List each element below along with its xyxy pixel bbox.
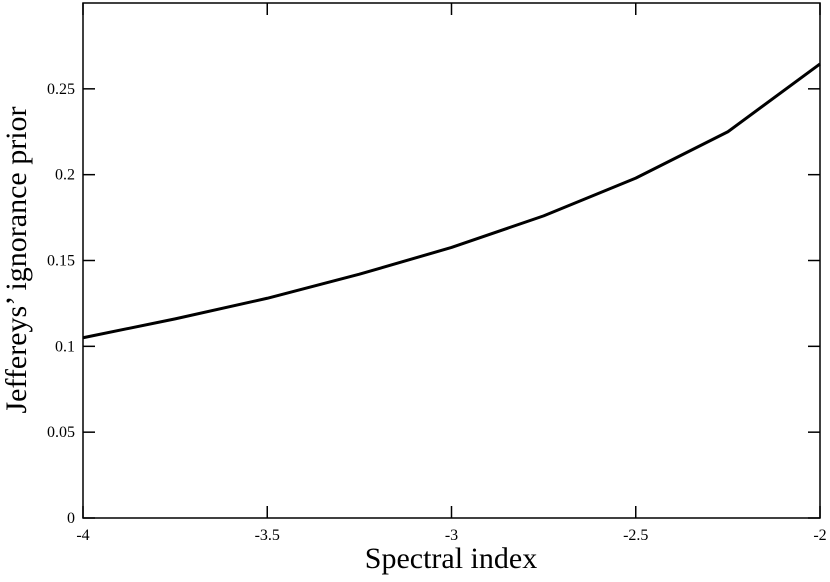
x-tick-label: -3 <box>445 527 458 544</box>
plot-frame <box>82 2 821 519</box>
y-tick-label: 0.1 <box>55 338 75 355</box>
x-tick-label: -3.5 <box>255 527 280 544</box>
y-tick-label: 0.2 <box>55 167 75 184</box>
y-tick-label: 0.15 <box>47 253 75 270</box>
x-tick-label: -4 <box>76 527 89 544</box>
y-tick-label: 0.05 <box>47 424 75 441</box>
x-axis-label: Spectral index <box>365 542 537 575</box>
y-axis-label: Jeffereys’ ignorance prior <box>0 106 33 413</box>
x-tick-label: -2.5 <box>623 527 648 544</box>
y-tick-label: 0 <box>67 510 75 527</box>
x-tick-label: -2 <box>813 527 826 544</box>
line <box>82 62 821 340</box>
y-tick-label: 0.25 <box>47 81 75 98</box>
